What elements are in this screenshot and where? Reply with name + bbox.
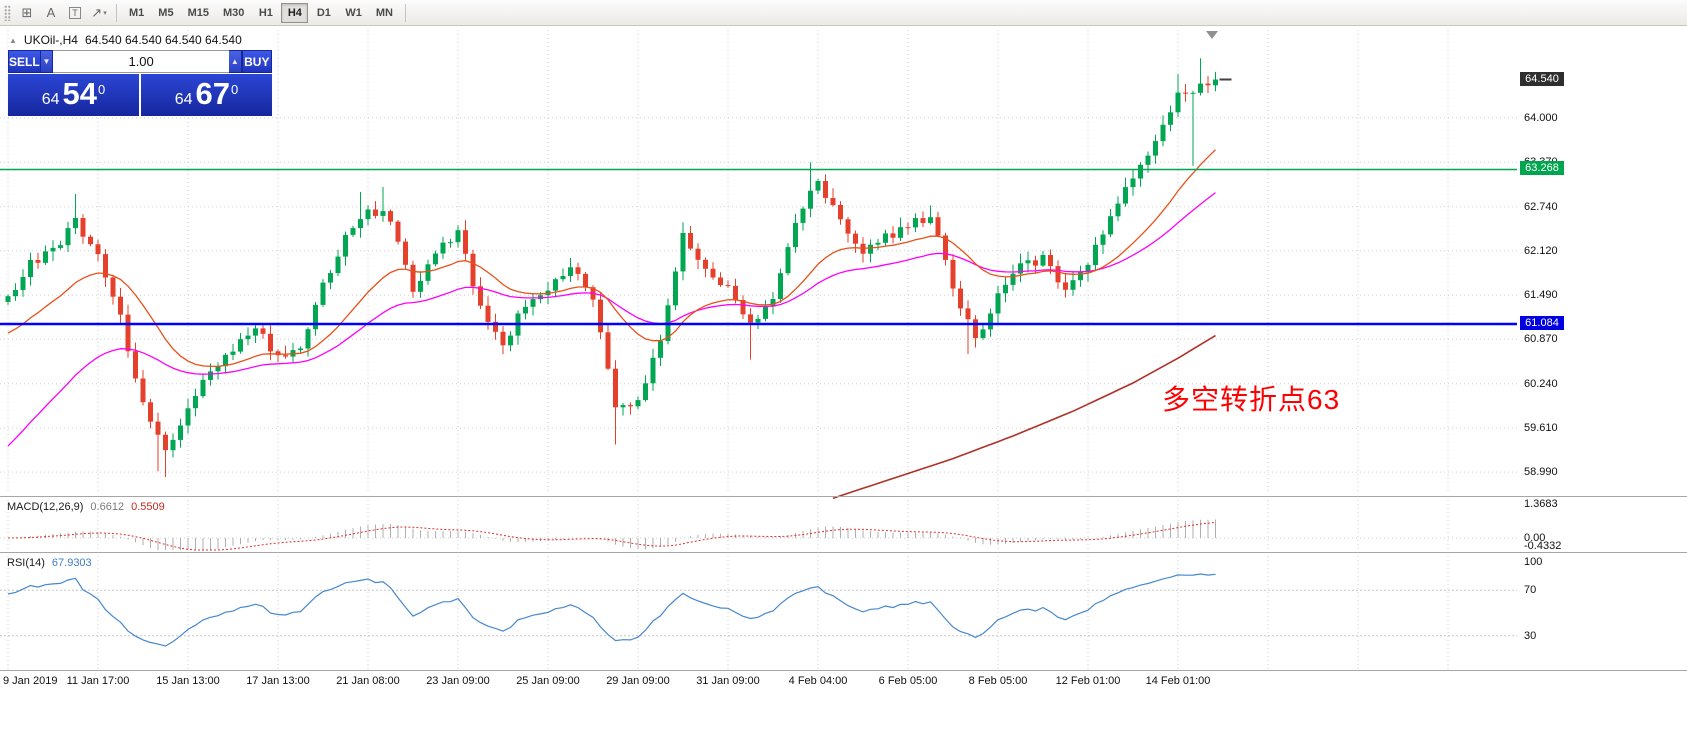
pane-separator[interactable] xyxy=(0,496,1687,497)
ma-fast-line xyxy=(7,149,1216,368)
grid xyxy=(0,30,1517,670)
macd-indicator-header: MACD(12,26,9) 0.6612 0.5509 xyxy=(7,501,165,513)
chart-annotation-text[interactable]: 多空转折点63 xyxy=(1162,384,1341,415)
timeframe-button-m5[interactable]: M5 xyxy=(158,6,174,19)
ma-mid-line xyxy=(7,192,1216,447)
macd-signal-line xyxy=(7,521,1216,551)
text-box-tool-icon[interactable]: T xyxy=(63,2,87,24)
volume-decrease-button[interactable]: ▼ xyxy=(40,50,54,73)
buy-price-whole: 64 xyxy=(174,91,193,108)
sell-price-pips: 54 xyxy=(62,76,98,111)
timeframe-buttons: M1 M5 M15 M30 H1 H4 D1 W1 MN xyxy=(122,2,400,23)
timeframe-button-m15[interactable]: M15 xyxy=(187,6,209,19)
sell-price-whole: 64 xyxy=(41,91,60,108)
macd-histogram xyxy=(15,519,1216,550)
one-click-collapse-icon[interactable]: ▲ xyxy=(9,35,17,45)
text-label-tool-icon[interactable]: A xyxy=(46,5,56,20)
buy-price-display[interactable]: 64 67 0 xyxy=(141,74,272,116)
chart-symbol-header: ▲ UKOil-,H4 64.540 64.540 64.540 64.540 xyxy=(9,33,242,47)
timeframe-button-h4[interactable]: H4 xyxy=(281,2,309,23)
pane-separator[interactable] xyxy=(0,552,1687,553)
buy-price-frac: 0 xyxy=(231,82,239,97)
arrow-line-tool-icon[interactable]: ↗ ▾ xyxy=(91,4,107,20)
toolbar-separator xyxy=(116,3,117,22)
candlesticks xyxy=(5,58,1218,477)
sell-button[interactable]: SELL xyxy=(8,50,41,73)
rsi-indicator-header: RSI(14) 67.9303 xyxy=(7,557,92,569)
timeframe-button-d1[interactable]: D1 xyxy=(316,6,331,19)
toolbar: ⊞ A T ↗ ▾ M1 M5 M15 M30 H1 H4 D1 W1 MN xyxy=(0,0,1687,26)
pane-separator[interactable] xyxy=(0,670,1687,671)
macd-label: MACD(12,26,9) xyxy=(7,501,84,513)
grid-tool-icon[interactable]: ⊞ xyxy=(21,4,33,20)
chevron-up-icon: ▲ xyxy=(230,57,239,66)
chevron-down-icon: ▼ xyxy=(42,57,51,66)
chart-title: UKOil-,H4 xyxy=(23,33,78,47)
buy-button[interactable]: BUY xyxy=(241,50,272,73)
rsi-label: RSI(14) xyxy=(7,557,45,569)
sell-price-display[interactable]: 64 54 0 xyxy=(8,74,139,116)
toolbar-grip-icon[interactable] xyxy=(4,4,11,21)
timeframe-button-m1[interactable]: M1 xyxy=(129,6,145,19)
chart-shift-marker[interactable] xyxy=(1206,31,1218,39)
timeframe-button-mn[interactable]: MN xyxy=(375,6,393,19)
ma-slow-line xyxy=(832,334,1216,499)
toolbar-separator xyxy=(404,3,406,22)
volume-input[interactable] xyxy=(53,50,230,73)
buy-price-pips: 67 xyxy=(195,76,231,111)
volume-increase-button[interactable]: ▲ xyxy=(229,50,242,73)
macd-signal-value: 0.5509 xyxy=(131,501,165,513)
macd-main-value: 0.6612 xyxy=(90,501,125,513)
sell-price-frac: 0 xyxy=(98,82,106,97)
timeframe-button-m30[interactable]: M30 xyxy=(222,6,245,19)
line-studies-tools: ⊞ A T ↗ ▾ xyxy=(15,2,111,24)
timeframe-button-h1[interactable]: H1 xyxy=(258,6,273,19)
chart-ohlc-values: 64.540 64.540 64.540 64.540 xyxy=(84,33,242,47)
rsi-line xyxy=(7,573,1216,647)
timeframe-button-w1[interactable]: W1 xyxy=(345,6,362,19)
rsi-value: 67.9303 xyxy=(51,557,92,569)
